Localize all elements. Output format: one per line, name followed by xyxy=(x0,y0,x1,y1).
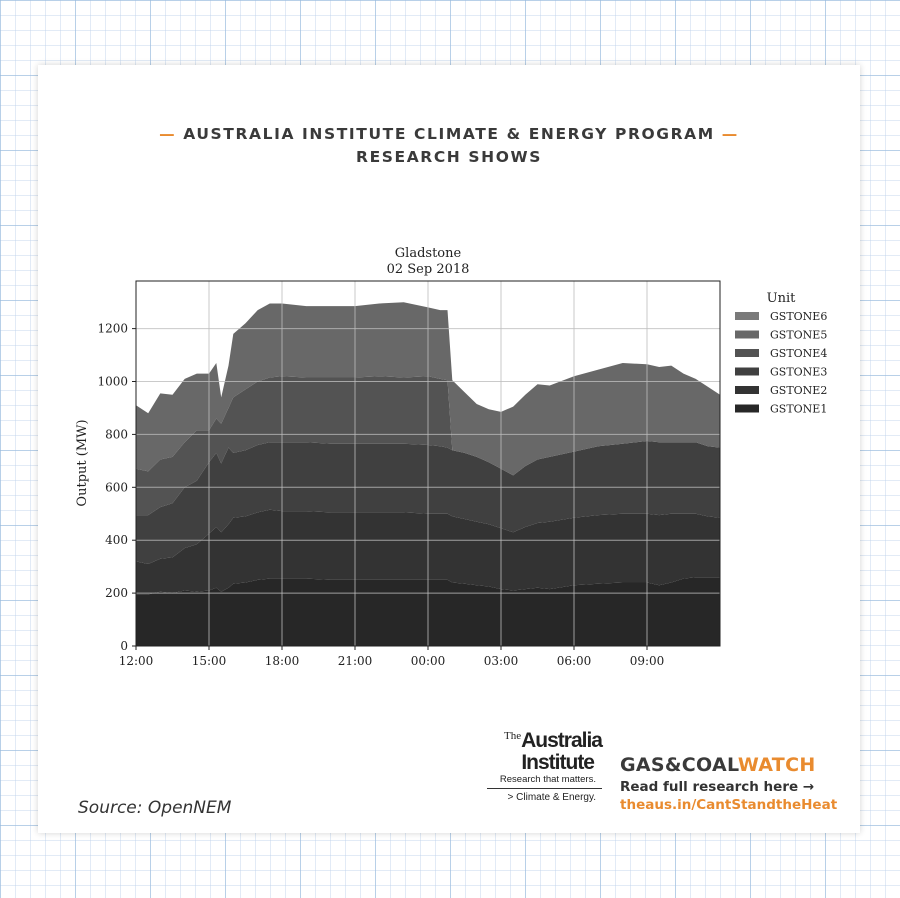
y-tick-label: 1000 xyxy=(97,375,128,389)
legend-label: GSTONE5 xyxy=(770,329,827,342)
y-tick-label: 800 xyxy=(105,427,128,441)
x-tick-label: 18:00 xyxy=(265,654,300,668)
chart-title: Gladstone xyxy=(395,246,462,261)
research-link[interactable]: theaus.in/CantStandtheHeat xyxy=(620,797,838,813)
logo-tagline: Research that matters. xyxy=(487,774,602,789)
legend-swatch xyxy=(735,367,759,376)
gcw-brand-a: GAS&COAL xyxy=(620,754,738,776)
x-tick-label: 03:00 xyxy=(484,654,519,668)
headline-dash-right: — xyxy=(721,125,739,143)
stacked-area-chart: Gladstone 02 Sep 2018 Output (MW) Unit 0… xyxy=(75,246,827,668)
legend-label: GSTONE3 xyxy=(770,366,827,379)
y-tick-label: 600 xyxy=(105,480,128,494)
logo-program: > Climate & Energy. xyxy=(507,792,596,803)
logo-line-1: Australia xyxy=(521,729,603,752)
logo-the: The xyxy=(504,730,522,742)
y-tick-label: 1200 xyxy=(97,322,128,336)
legend-label: GSTONE6 xyxy=(770,310,827,323)
headline: — AUSTRALIA INSTITUTE CLIMATE & ENERGY P… xyxy=(38,123,860,169)
y-tick-label: 200 xyxy=(105,586,128,600)
infographic-card: — AUSTRALIA INSTITUTE CLIMATE & ENERGY P… xyxy=(38,65,860,833)
x-tick-label: 06:00 xyxy=(557,654,592,668)
gas-coal-watch-logo: GAS&COALWATCH xyxy=(620,753,850,777)
legend-swatch xyxy=(735,386,759,394)
source-note: Source: OpenNEM xyxy=(78,798,232,818)
legend-label: GSTONE4 xyxy=(770,347,827,360)
x-tick-label: 15:00 xyxy=(192,654,227,668)
legend-label: GSTONE2 xyxy=(770,384,827,397)
legend-swatch xyxy=(735,330,759,339)
legend-label: GSTONE1 xyxy=(770,403,827,416)
x-tick-label: 09:00 xyxy=(630,654,665,668)
read-more-text: Read full research here → xyxy=(620,779,815,795)
headline-line-2: RESEARCH SHOWS xyxy=(356,148,542,166)
legend-swatch xyxy=(735,349,759,357)
x-tick-label: 12:00 xyxy=(119,654,154,668)
chart-subtitle: 02 Sep 2018 xyxy=(387,262,470,277)
headline-line-1: AUSTRALIA INSTITUTE CLIMATE & ENERGY PRO… xyxy=(183,125,715,143)
gas-coal-watch-block: GAS&COALWATCH Read full research here → … xyxy=(620,753,850,813)
gcw-brand-b: WATCH xyxy=(737,754,816,776)
logo-line-2: Institute xyxy=(521,751,595,774)
x-tick-label: 00:00 xyxy=(411,654,446,668)
y-axis-label: Output (MW) xyxy=(75,419,90,506)
x-tick-label: 21:00 xyxy=(338,654,373,668)
legend-swatch xyxy=(735,312,759,320)
legend-swatch xyxy=(735,404,759,413)
y-tick-label: 0 xyxy=(120,639,128,653)
headline-dash-left: — xyxy=(159,125,177,143)
australia-institute-logo: TheAustralia Institute Research that mat… xyxy=(487,729,603,803)
y-tick-label: 400 xyxy=(105,533,128,547)
legend-title: Unit xyxy=(767,291,796,306)
